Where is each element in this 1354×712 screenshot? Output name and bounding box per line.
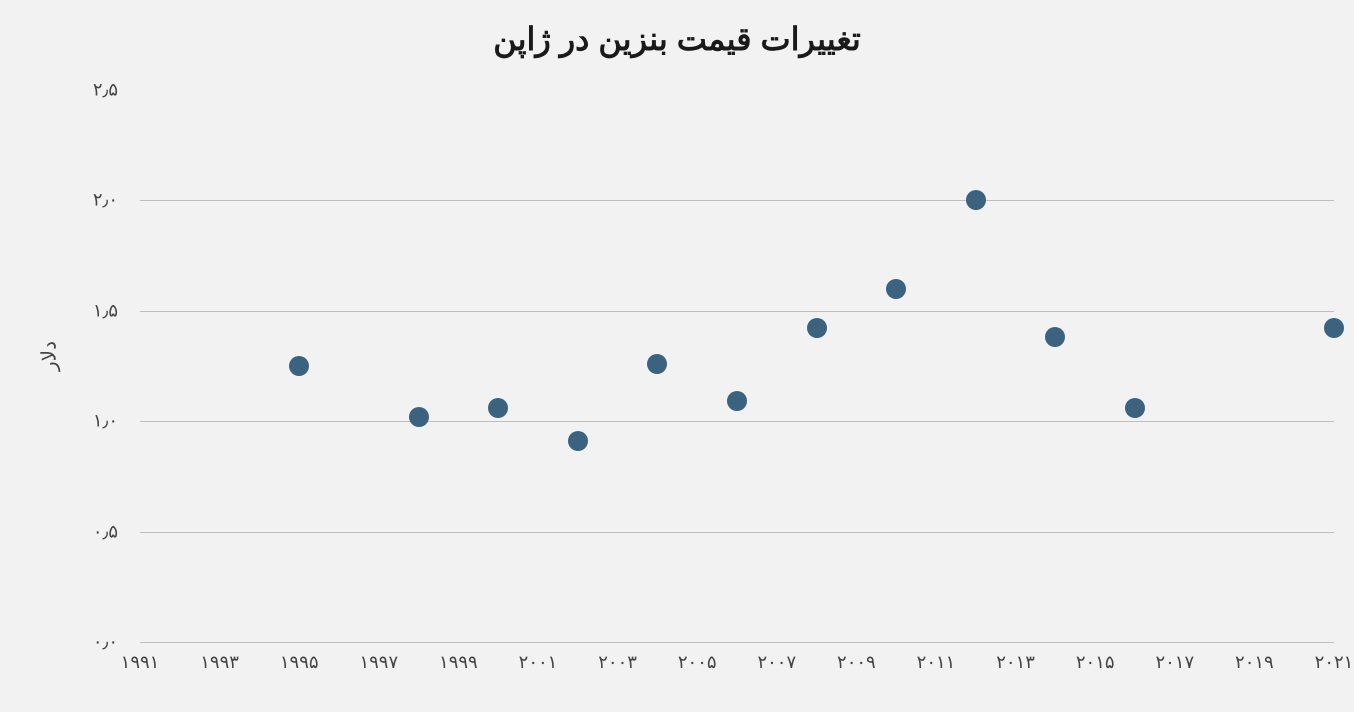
- x-tick-label: ۲۰۲۱: [1315, 652, 1354, 673]
- data-point: [289, 356, 309, 376]
- x-tick-label: ۱۹۹۷: [359, 652, 398, 673]
- data-point: [1324, 318, 1344, 338]
- y-tick-label: ۰٫۵: [93, 521, 118, 542]
- gridline: [140, 532, 1334, 533]
- y-tick-label: ۰٫۰: [93, 632, 118, 653]
- data-point: [647, 354, 667, 374]
- x-tick-label: ۲۰۱۷: [1155, 652, 1194, 673]
- x-tick-label: ۲۰۱۵: [1076, 652, 1115, 673]
- x-tick-label: ۲۰۰۵: [678, 652, 717, 673]
- x-tick-label: ۲۰۰۷: [757, 652, 796, 673]
- x-tick-label: ۲۰۰۳: [598, 652, 637, 673]
- data-point: [568, 431, 588, 451]
- x-tick-label: ۱۹۹۳: [200, 652, 239, 673]
- data-point: [1045, 327, 1065, 347]
- y-axis-label: دلار: [36, 341, 61, 371]
- y-tick-label: ۲٫۰: [93, 190, 118, 211]
- data-point: [886, 279, 906, 299]
- gridline: [140, 200, 1334, 201]
- data-point: [409, 407, 429, 427]
- data-point: [1125, 398, 1145, 418]
- x-tick-label: ۲۰۱۹: [1235, 652, 1274, 673]
- x-tick-label: ۲۰۰۹: [837, 652, 876, 673]
- x-tick-label: ۱۹۹۹: [439, 652, 478, 673]
- x-tick-label: ۱۹۹۵: [280, 652, 319, 673]
- gridline: [140, 421, 1334, 422]
- y-tick-label: ۲٫۵: [93, 80, 118, 101]
- gridline: [140, 311, 1334, 312]
- gridline: [140, 642, 1334, 643]
- x-tick-label: ۲۰۱۱: [917, 652, 956, 673]
- data-point: [727, 391, 747, 411]
- plot-area: ۰٫۰۰٫۵۱٫۰۱٫۵۲٫۰۲٫۵۱۹۹۱۱۹۹۳۱۹۹۵۱۹۹۷۱۹۹۹۲۰…: [140, 90, 1334, 642]
- x-tick-label: ۱۹۹۱: [121, 652, 160, 673]
- y-tick-label: ۱٫۰: [93, 411, 118, 432]
- chart-container: تغییرات قیمت بنزین در ژاپن دلار ۰٫۰۰٫۵۱٫…: [0, 0, 1354, 712]
- data-point: [488, 398, 508, 418]
- y-tick-label: ۱٫۵: [93, 300, 118, 321]
- data-point: [807, 318, 827, 338]
- x-tick-label: ۲۰۱۳: [996, 652, 1035, 673]
- chart-title: تغییرات قیمت بنزین در ژاپن: [0, 20, 1354, 58]
- data-point: [966, 190, 986, 210]
- x-tick-label: ۲۰۰۱: [519, 652, 558, 673]
